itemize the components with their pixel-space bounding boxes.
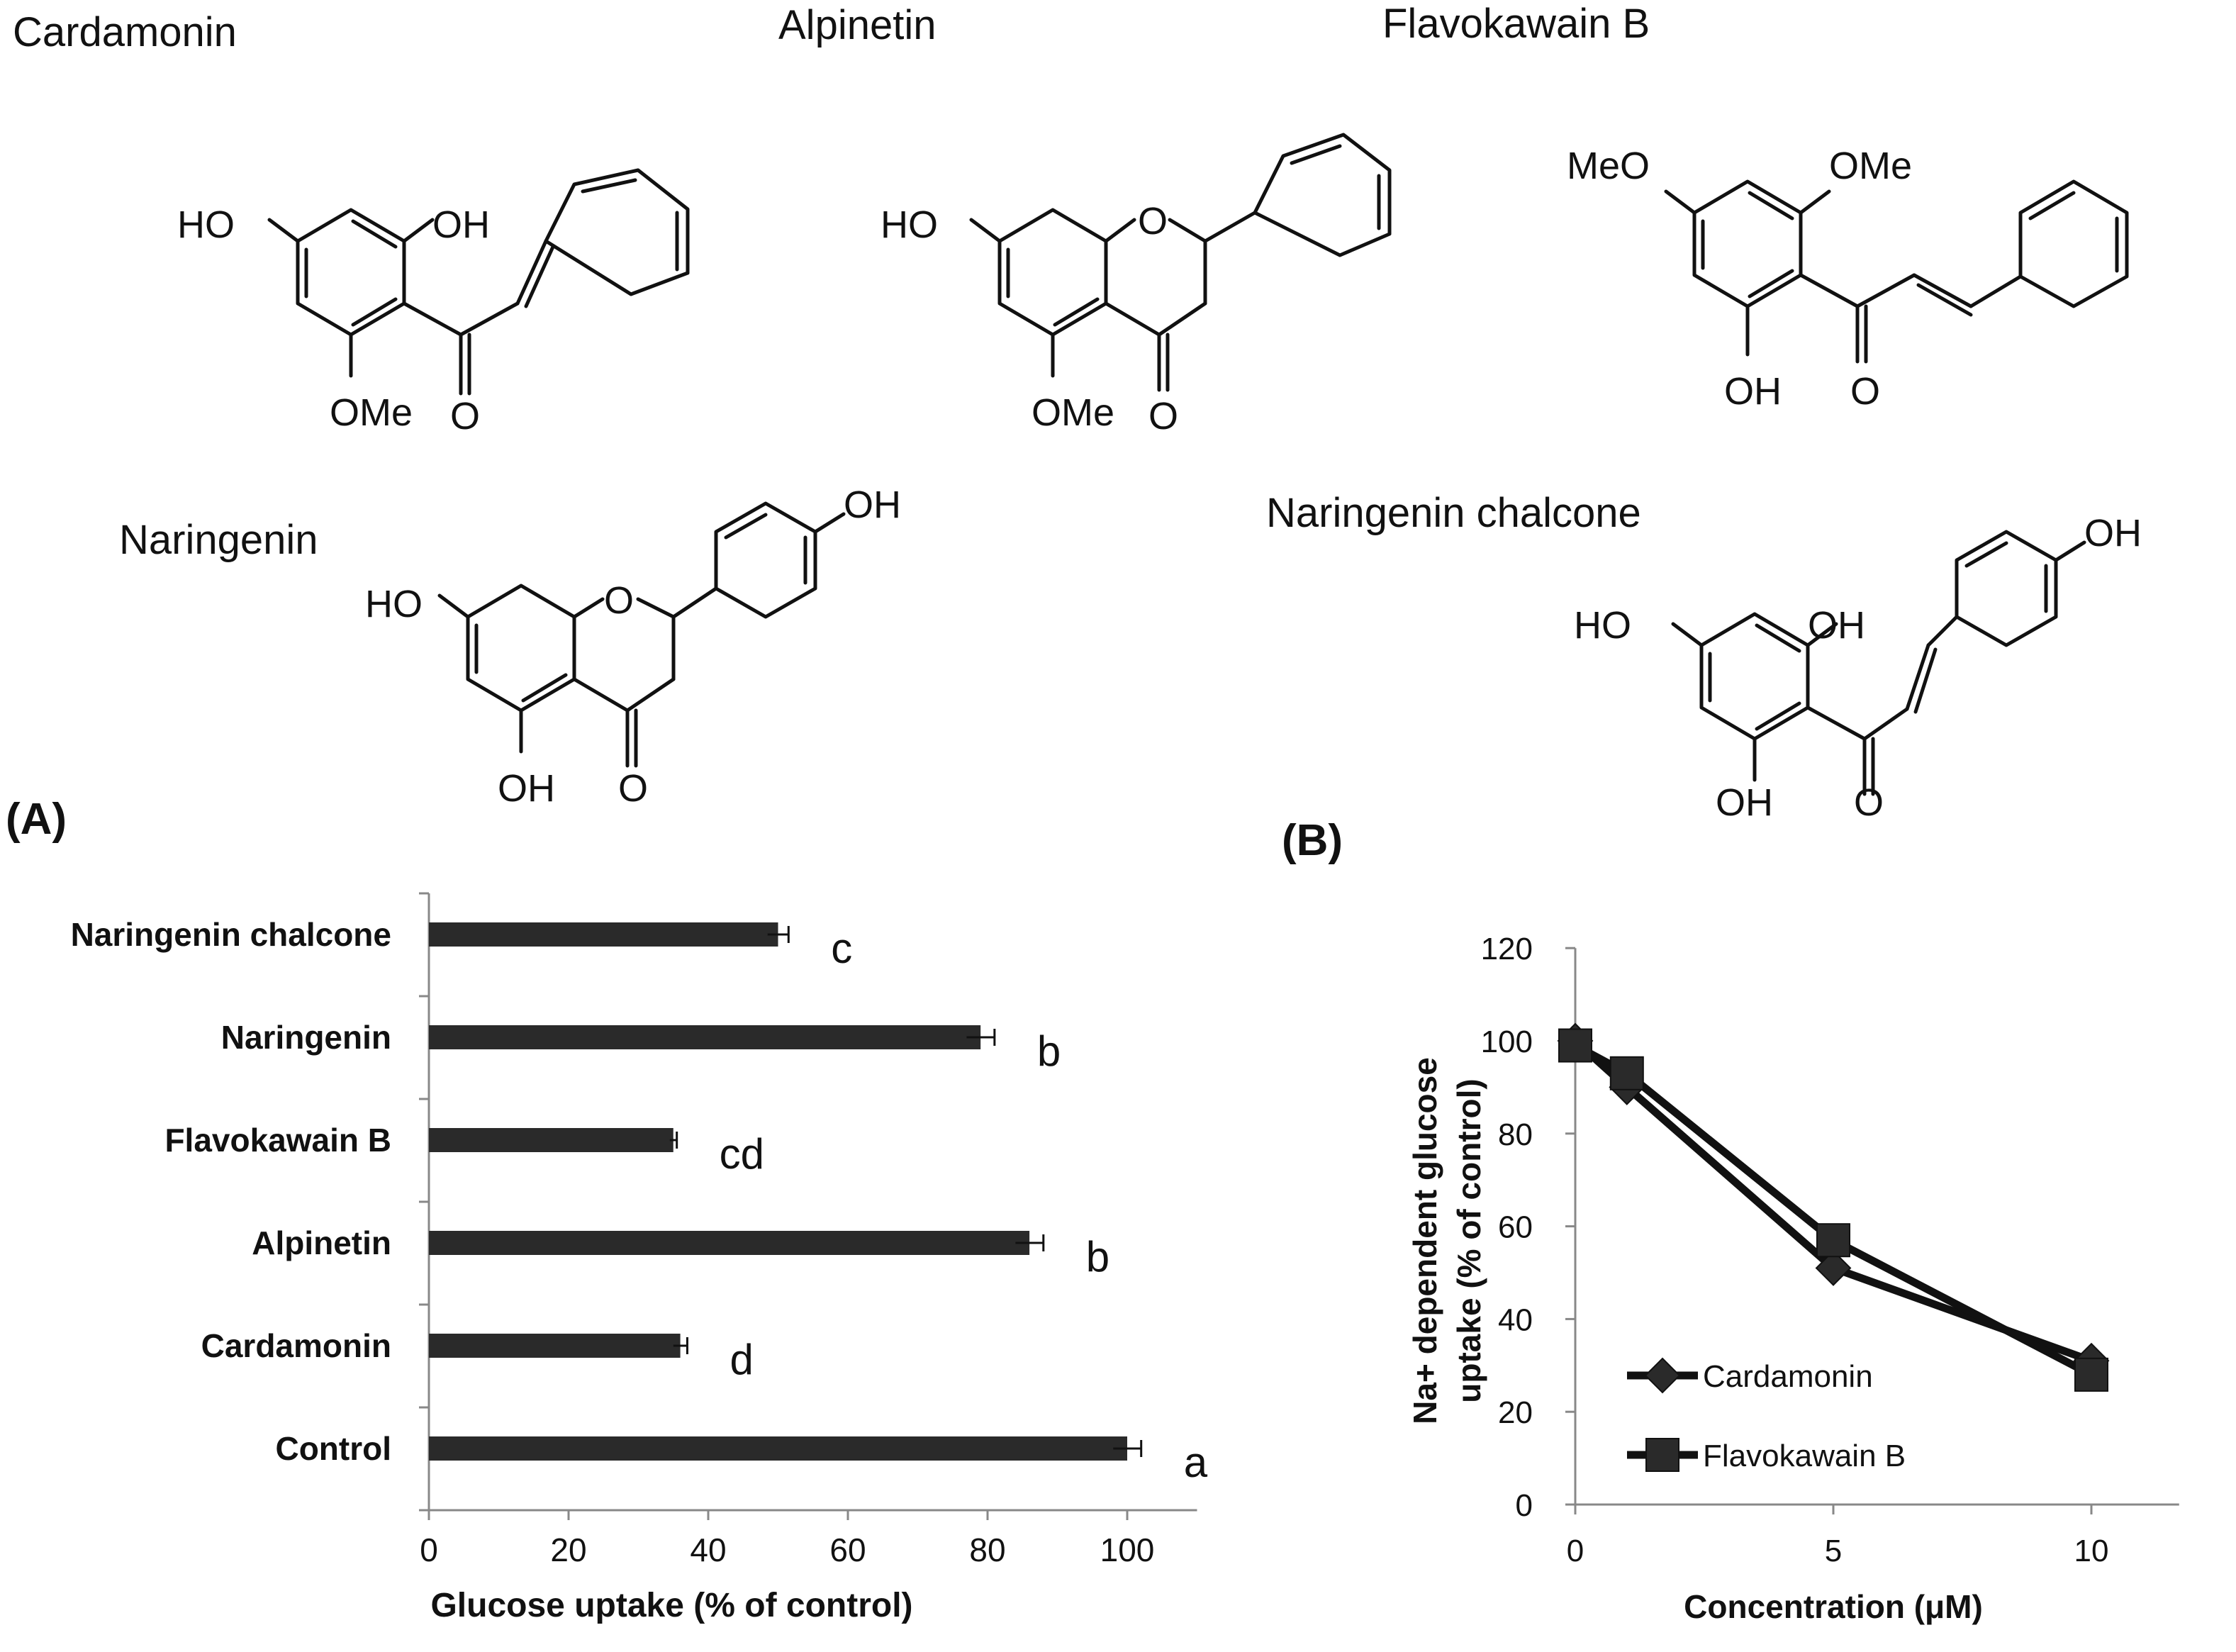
naringenin-ring-o-label: O: [604, 579, 634, 622]
chart-b-point-series-1: [1815, 1250, 1852, 1286]
flavokawain-ome-label: OMe: [1829, 145, 1912, 187]
alpinetin-structure: HO O OMe O: [881, 133, 1392, 437]
chart-b: 0 20 40 60 80 100 120 0 5 10 Cardamonin Flavokawain…: [1407, 932, 2179, 1625]
chart-b-point-series-2: [1816, 1223, 1850, 1258]
chart-b-series-line-1: [1572, 1037, 2093, 1365]
chart-b-y-axis-title-line: uptake (% of control): [1450, 1078, 1487, 1402]
panel-label-b: (B): [1282, 816, 1343, 865]
chart-b-legend-label-1: Cardamonin: [1703, 1359, 1873, 1394]
chart-b-point-series-2: [1609, 1056, 1644, 1090]
chart-a-significance-letter: b: [1037, 1027, 1061, 1075]
cardamonin-oh-label: OH: [432, 203, 490, 246]
cardamonin-o-label: O: [450, 395, 480, 437]
chart-a-category-label: Control: [275, 1430, 391, 1467]
chart-a-bar: [429, 1025, 981, 1049]
alpinetin-name: Alpinetin: [778, 2, 937, 48]
chart-a: 0 20 40 60 80 100 Naringenin chalcone c Naringen…: [71, 892, 1208, 1624]
chart-b-legend-marker-2: [1645, 1438, 1679, 1472]
alpinetin-ring-o-label: O: [1138, 200, 1168, 242]
cardamonin-ho-label: HO: [177, 203, 235, 246]
chalcone-o-label: O: [1854, 781, 1884, 824]
chart-a-significance-letter: cd: [720, 1130, 764, 1178]
chart-a-x-tick-label: 40: [690, 1531, 726, 1568]
chart-a-bar: [429, 1231, 1030, 1255]
chart-a-category-label: Cardamonin: [201, 1327, 391, 1364]
chart-b-legend-label-2: Flavokawain B: [1703, 1439, 1906, 1473]
flavokawain-oh-label: OH: [1724, 370, 1782, 413]
chart-a-x-axis-title: Glucose uptake (% of control): [430, 1587, 912, 1624]
chart-a-x-tick-label: 100: [1100, 1531, 1155, 1568]
chart-b-y-tick-label: 0: [1516, 1488, 1533, 1523]
chart-b-y-tick-label: 100: [1481, 1025, 1533, 1059]
naringenin-name: Naringenin: [119, 517, 318, 563]
chart-b-series-line-2: [1573, 1042, 2094, 1378]
chart-a-bar: [429, 922, 778, 947]
alpinetin-ho-label: HO: [881, 203, 938, 246]
chart-b-point-series-2: [1558, 1028, 1592, 1063]
chart-b-legend-marker-1: [1644, 1357, 1681, 1394]
cardamonin-ome-label: OMe: [330, 391, 413, 434]
chart-a-category-label: Flavokawain B: [164, 1122, 391, 1159]
flavokawain-o-label: O: [1850, 370, 1880, 413]
cardamonin-name: Cardamonin: [13, 9, 237, 55]
naringenin-oh-bottom-label: OH: [498, 767, 555, 810]
chalcone-oh-top-label: OH: [2084, 512, 2142, 554]
chart-a-x-tick-label: 80: [969, 1531, 1005, 1568]
chart-a-x-tick-label: 60: [829, 1531, 866, 1568]
chart-a-category-label: Alpinetin: [252, 1224, 391, 1261]
chart-a-significance-letter: a: [1184, 1439, 1208, 1486]
flavokawain-b-structure: MeO OMe OH O: [1567, 145, 2129, 413]
flavokawain-meo-label: MeO: [1567, 145, 1650, 187]
chart-a-category-label: Naringenin: [221, 1019, 391, 1056]
chart-a-x-tick-label: 0: [420, 1531, 438, 1568]
chart-b-x-tick-label: 10: [2074, 1534, 2109, 1568]
naringenin-ho-label: HO: [365, 583, 423, 625]
naringenin-structure: HO O OH OH O: [365, 484, 901, 810]
cardamonin-structure: HO OH OMe O: [177, 168, 690, 437]
chart-a-significance-letter: c: [831, 925, 852, 972]
alpinetin-o-label: O: [1148, 395, 1178, 437]
flavokawain-b-name: Flavokawain B: [1382, 1, 1650, 47]
naringenin-oh-top-label: OH: [844, 484, 901, 526]
chart-b-y-tick-label: 20: [1498, 1395, 1533, 1430]
chart-b-x-axis-title: Concentration (μM): [1684, 1588, 1983, 1625]
naringenin-chalcone-structure: HO OH OH OH O: [1574, 512, 2142, 824]
chalcone-ho-label: HO: [1574, 604, 1631, 647]
chart-b-y-tick-label: 40: [1498, 1302, 1533, 1337]
chart-b-y-tick-label: 80: [1498, 1117, 1533, 1152]
chart-a-significance-letter: d: [730, 1336, 753, 1383]
panel-label-a: (A): [6, 795, 67, 844]
chart-b-x-tick-label: 0: [1567, 1534, 1584, 1568]
chart-b-point-series-2: [2074, 1357, 2108, 1392]
chart-a-category-label: Naringenin chalcone: [71, 916, 391, 953]
chalcone-oh-left-label: OH: [1808, 604, 1865, 647]
chart-b-y-axis-title: Na+ dependent glucose uptake (% of contro…: [1407, 1057, 1487, 1424]
chart-a-significance-letter: b: [1086, 1233, 1109, 1280]
chart-a-x-tick-label: 20: [550, 1531, 586, 1568]
chart-a-bar: [429, 1436, 1127, 1461]
chart-b-y-tick-label: 60: [1498, 1210, 1533, 1245]
chart-b-y-tick-label: 120: [1481, 932, 1533, 966]
chart-a-bar: [429, 1334, 681, 1358]
alpinetin-ome-label: OMe: [1032, 391, 1114, 434]
chart-a-bar: [429, 1128, 673, 1152]
chart-b-y-axis-title-line: Na+ dependent glucose: [1407, 1057, 1443, 1424]
naringenin-o-label: O: [618, 767, 648, 810]
chalcone-oh-bottom-label: OH: [1716, 781, 1773, 824]
naringenin-chalcone-name: Naringenin chalcone: [1266, 490, 1641, 536]
chart-b-x-tick-label: 5: [1825, 1534, 1842, 1568]
